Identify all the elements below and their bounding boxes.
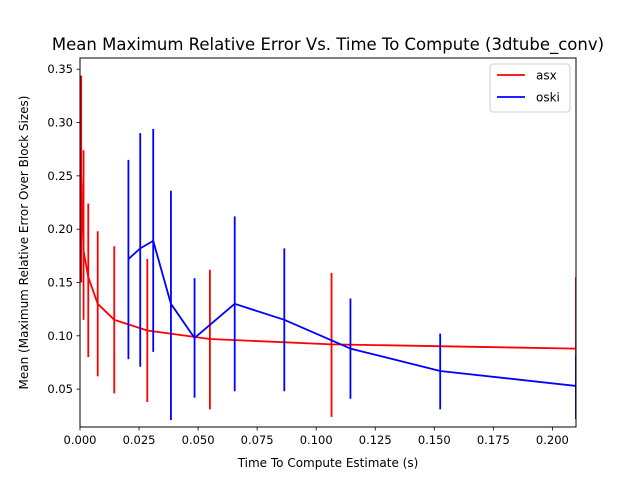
x-tick-label: 0.025 [123,433,156,447]
chart-title: Mean Maximum Relative Error Vs. Time To … [52,35,604,55]
y-tick-label: 0.05 [47,382,73,396]
x-tick-label: 0.200 [536,433,569,447]
y-tick-label: 0.20 [47,222,73,236]
legend: asx oski [489,63,571,113]
x-tick-label: 0.125 [359,433,392,447]
legend-box [489,63,571,113]
x-axis-label: Time To Compute Estimate (s) [237,456,419,470]
x-tick-label: 0.050 [182,433,215,447]
legend-label-oski: oski [536,91,560,105]
x-tick-label: 0.100 [300,433,333,447]
series-line-oski [127,239,576,387]
y-tick-label: 0.25 [47,169,73,183]
plot-area [80,75,576,421]
plot-layer [80,75,576,421]
x-tick-label: 0.175 [477,433,510,447]
x-tick-label: 0.075 [241,433,274,447]
x-tick-label: 0.000 [64,433,97,447]
y-tick-label: 0.30 [47,116,73,130]
x-tick-label: 0.150 [418,433,451,447]
y-tick-label: 0.10 [47,329,73,343]
y-tick-label: 0.15 [47,275,73,289]
series-oski [127,128,576,421]
series-asx [80,75,576,420]
y-tick-label: 0.35 [47,62,73,76]
axis-layer: 0.000 0.025 0.050 0.075 0.100 0.125 0.150 0.175… [47,62,568,447]
legend-label-asx: asx [536,69,557,83]
plot-frame [79,57,577,428]
y-axis-label: Mean (Maximum Relative Error Over Block … [17,96,31,390]
